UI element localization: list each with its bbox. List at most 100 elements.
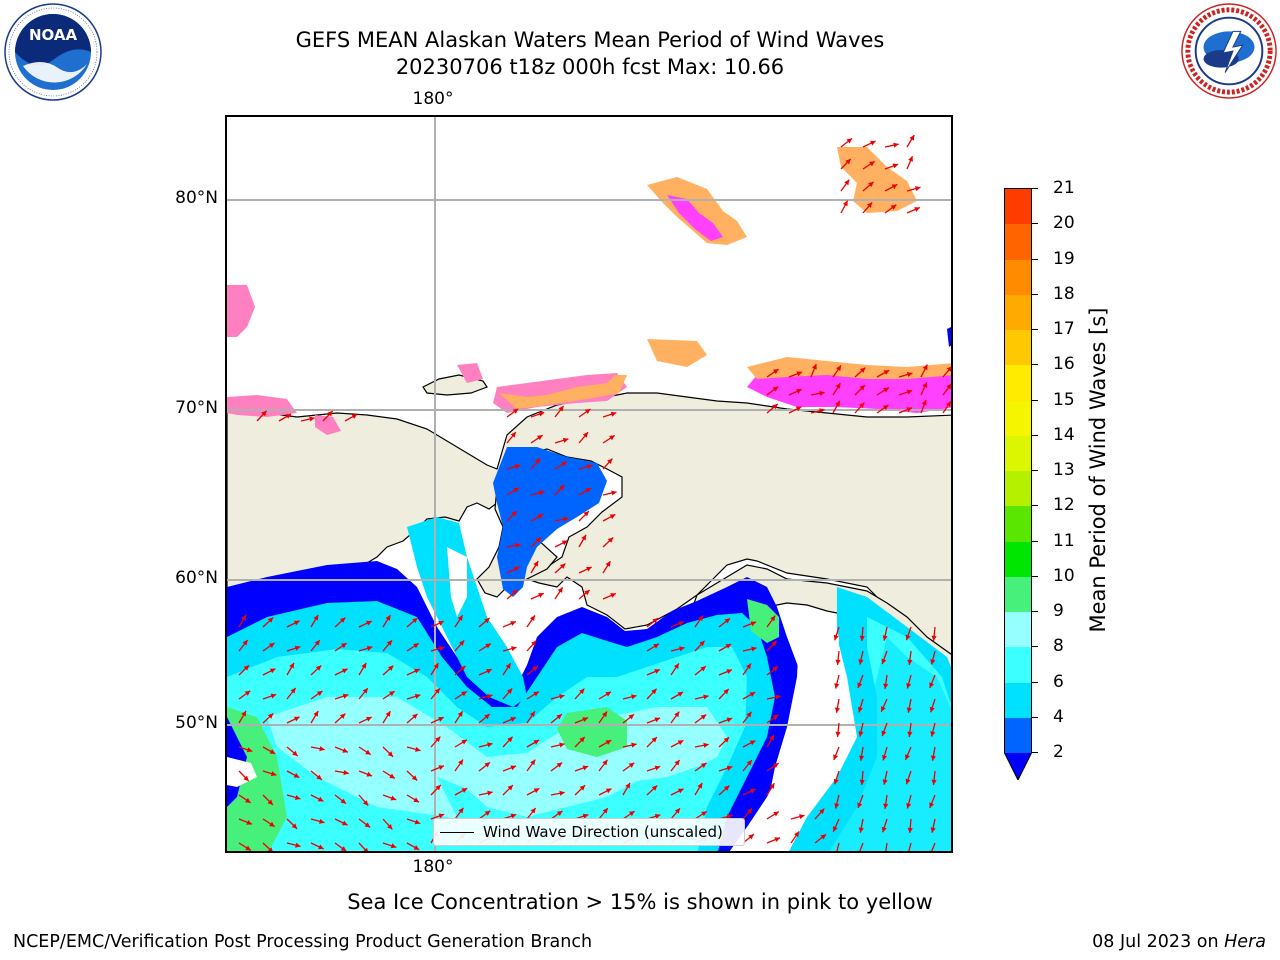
wave-direction-arrowhead <box>700 666 706 672</box>
wave-direction-arrowhead <box>510 765 517 771</box>
wave-direction-arrowhead <box>270 771 277 777</box>
wave-direction-arrowhead <box>385 711 391 717</box>
wave-direction-arrowhead <box>415 746 421 752</box>
wave-direction-arrowhead <box>726 717 733 723</box>
wave-direction-arrowhead <box>609 435 615 441</box>
wave-direction-arrowhead <box>674 711 680 718</box>
wave-direction-arrowhead <box>819 808 825 815</box>
lat-label-70: 70°N <box>175 398 218 418</box>
wave-direction-arrowhead <box>654 669 660 674</box>
wave-direction-arrowhead <box>366 645 373 651</box>
wave-direction-arrowhead <box>835 659 841 665</box>
wave-direction-arrowhead <box>294 794 301 800</box>
wave-direction-arrowhead <box>584 408 591 414</box>
colorbar-segment <box>1005 224 1031 260</box>
wave-direction-arrowhead <box>389 773 395 779</box>
wave-direction-arrowhead <box>585 488 592 493</box>
wave-direction-arrowhead <box>773 811 779 817</box>
wave-direction-arrowhead <box>563 516 569 522</box>
wave-direction-arrowhead <box>513 566 520 572</box>
lon-label-bottom: 180° <box>412 857 454 877</box>
wave-direction-arrowhead <box>651 737 657 743</box>
wave-direction-arrowhead <box>438 813 445 819</box>
colorbar-segment <box>1005 400 1031 436</box>
wave-direction-arrowhead <box>819 390 825 396</box>
wave-direction-arrowhead <box>834 803 840 809</box>
wave-direction-arrowhead <box>703 742 709 748</box>
wave-direction-arrowhead <box>629 811 635 817</box>
wave-direction-arrowhead <box>389 691 395 697</box>
wave-direction-arrowhead <box>295 842 301 848</box>
wave-direction-arrowhead <box>726 814 733 820</box>
wave-direction-arrowhead <box>511 510 517 517</box>
wave-direction-arrowhead <box>723 688 729 695</box>
wave-direction-arrowhead <box>929 850 931 851</box>
wave-direction-arrowhead <box>487 790 493 796</box>
wave-direction-arrowhead <box>819 408 825 414</box>
wave-direction-arrowhead <box>703 694 709 700</box>
wave-direction-arrowhead <box>537 514 544 519</box>
wave-direction-arrowhead <box>748 834 754 840</box>
wave-direction-arrowhead <box>533 560 539 567</box>
wave-direction-arrowhead <box>906 407 912 413</box>
wave-direction-arrowhead <box>677 788 684 794</box>
wave-direction-arrowhead <box>246 819 252 825</box>
wave-direction-arrowhead <box>559 742 565 748</box>
wave-direction-arrowhead <box>857 802 863 809</box>
wave-direction-arrowhead <box>438 716 444 722</box>
legend-line-sample <box>440 832 474 833</box>
colorbar-tick-label: 12 <box>1053 495 1075 516</box>
wave-direction-arrowhead <box>859 402 865 409</box>
wave-direction-arrowhead <box>584 590 590 596</box>
wave-direction-arrowhead <box>243 775 249 782</box>
wave-direction-arrowhead <box>342 747 348 753</box>
noaa-logo: NOAA <box>4 3 102 101</box>
colorbar-tick <box>1032 681 1038 683</box>
wave-direction-arrowhead <box>678 621 684 627</box>
wave-direction-arrowhead <box>461 691 467 697</box>
wave-direction-arrowhead <box>946 366 951 372</box>
wave-direction-arrowhead <box>906 707 912 713</box>
wave-direction-arrowhead <box>870 140 876 146</box>
footer-credit: NCEP/EMC/Verification Post Processing Pr… <box>13 932 593 952</box>
wave-direction-arrowhead <box>820 834 827 840</box>
wave-direction-arrowhead <box>339 617 346 623</box>
wave-direction-arrowhead <box>270 693 277 699</box>
wave-direction-arrowhead <box>892 163 899 169</box>
wave-direction-arrowhead <box>366 620 372 626</box>
wave-direction-arrowhead <box>583 511 589 517</box>
wave-direction-arrowhead <box>880 706 886 712</box>
wave-direction-arrowhead <box>533 740 540 745</box>
wave-direction-arrowhead <box>242 639 248 646</box>
colorbar-tick <box>1032 575 1038 577</box>
lat-label-60: 60°N <box>175 568 218 588</box>
wave-direction-arrowhead <box>293 716 300 722</box>
wave-direction-arrowhead <box>906 683 912 689</box>
colorbar-segment <box>1005 647 1031 683</box>
wave-direction-arrowhead <box>858 659 864 665</box>
wave-direction-arrowhead <box>677 740 684 746</box>
wave-direction-arrowhead <box>269 668 276 674</box>
wave-direction-arrowhead <box>343 770 349 776</box>
wave-direction-arrowhead <box>857 850 859 851</box>
wave-direction-arrowhead <box>905 754 910 760</box>
wave-direction-arrowhead <box>582 765 589 771</box>
wave-direction-arrowhead <box>945 401 951 407</box>
wave-direction-arrowhead <box>533 691 539 697</box>
colorbar-tick <box>1032 611 1038 612</box>
wave-direction-arrowhead <box>881 730 887 737</box>
wave-direction-arrowhead <box>922 382 928 388</box>
wave-direction-arrowhead <box>845 158 851 165</box>
wave-direction-arrowhead <box>751 646 757 652</box>
wave-direction-arrowhead <box>340 798 347 804</box>
wave-direction-arrowhead <box>602 759 608 766</box>
wave-direction-arrowhead <box>342 693 349 699</box>
wave-direction-arrowhead <box>697 782 703 789</box>
wave-direction-arrowhead <box>582 432 588 438</box>
wave-direction-arrowhead <box>674 808 680 814</box>
wave-direction-arrowhead <box>811 364 817 370</box>
colorbar-tick-label: 15 <box>1053 389 1075 410</box>
colorbar-tick-label: 8 <box>1053 636 1064 657</box>
colorbar-tick-label: 19 <box>1053 248 1075 269</box>
wave-direction-arrowhead <box>510 432 516 438</box>
